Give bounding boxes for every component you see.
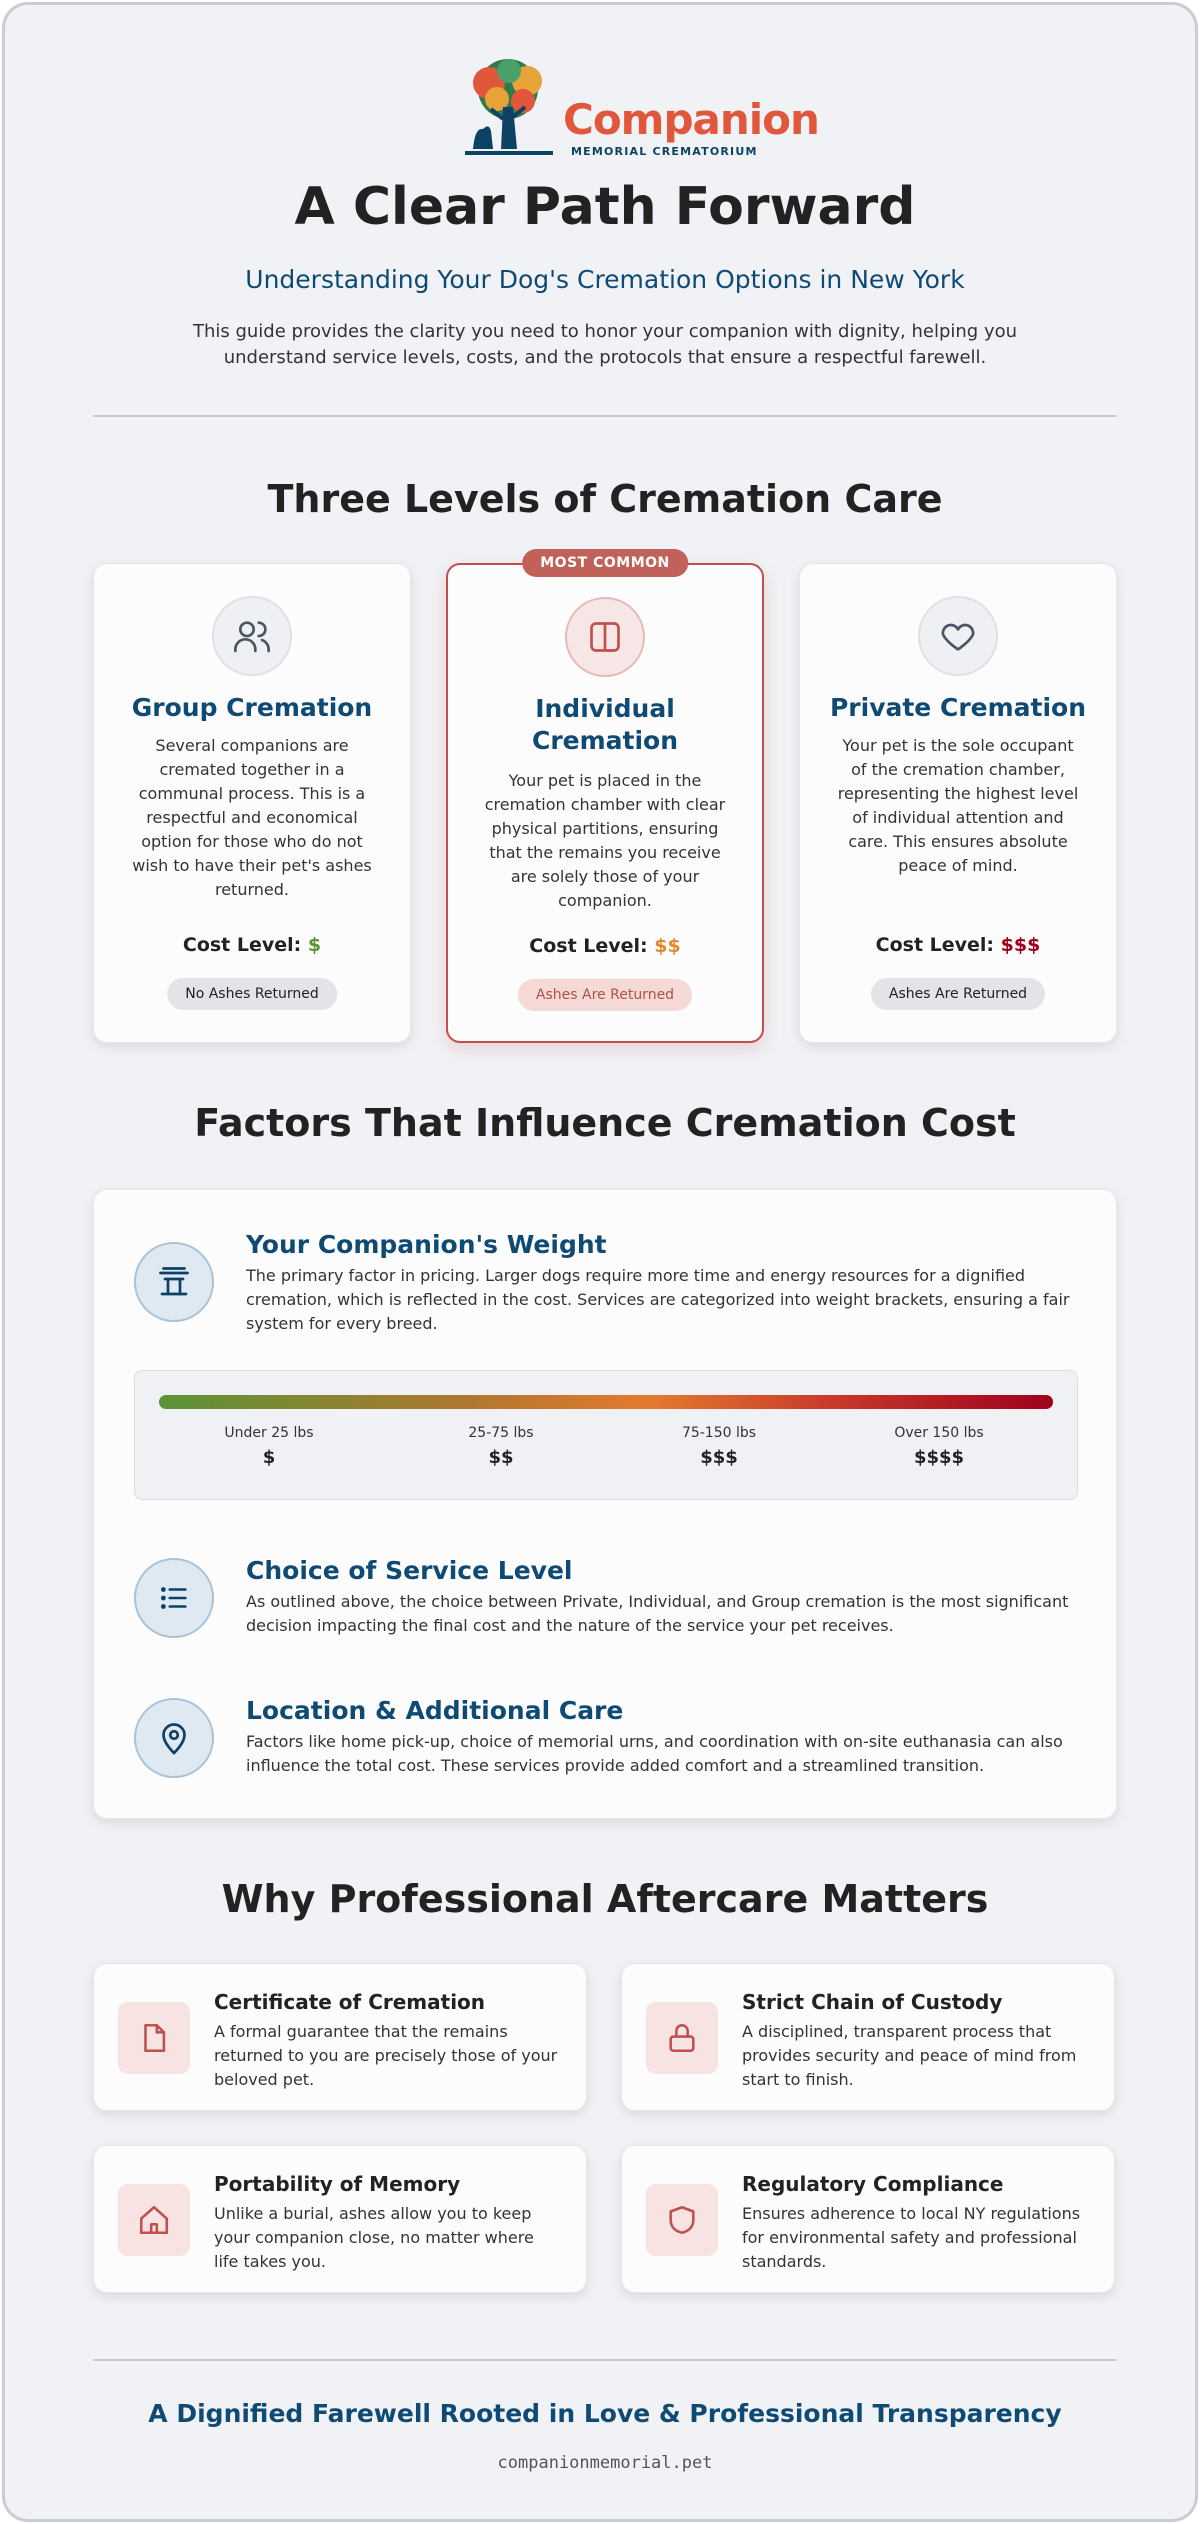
map-pin-icon xyxy=(134,1698,214,1778)
users-icon xyxy=(212,596,292,676)
tier-card-individual: MOST COMMON Individual Cremation Your pe… xyxy=(446,549,764,1043)
weight-gradient-bar xyxy=(159,1395,1053,1409)
factor-text: Factors like home pick-up, choice of mem… xyxy=(246,1732,1063,1775)
cost-level: Cost Level: $$ xyxy=(529,935,681,957)
home-icon xyxy=(118,2184,190,2256)
divider xyxy=(93,2359,1117,2361)
heart-icon xyxy=(918,596,998,676)
tier-name: Individual Cremation xyxy=(531,694,679,755)
factor-title: Your Companion's Weight xyxy=(246,1230,607,1259)
tier-card-private: Private Cremation Your pet is the sole o… xyxy=(799,563,1117,1043)
why-title: Strict Chain of Custody xyxy=(742,1990,1003,2014)
why-text: Unlike a burial, ashes allow you to keep… xyxy=(214,2204,534,2271)
why-text: A formal guarantee that the remains retu… xyxy=(214,2022,558,2089)
weight-bracket: 75-150 lbs $$$ xyxy=(681,1425,757,1468)
weight-bracket: 25-75 lbs $$ xyxy=(468,1425,534,1468)
weight-bracket: Over 150 lbs $$$$ xyxy=(894,1425,984,1468)
weight-scale: Under 25 lbs $ 25-75 lbs $$ 75-150 lbs $$$ … xyxy=(134,1370,1078,1500)
page-title: A Clear Path Forward xyxy=(294,177,916,237)
lock-icon xyxy=(646,2002,718,2074)
tree-logo-icon xyxy=(465,59,553,155)
scale-icon xyxy=(134,1242,214,1322)
footer-tagline: A Dignified Farewell Rooted in Love & Pr… xyxy=(148,2399,1062,2428)
ashes-status-badge: Ashes Are Returned xyxy=(870,978,1046,1010)
tier-name: Private Cremation xyxy=(829,693,1087,722)
why-heading: Why Professional Aftercare Matters xyxy=(221,1877,989,1921)
factors-heading: Factors That Influence Cremation Cost xyxy=(194,1101,1016,1145)
factor-text: The primary factor in pricing. Larger do… xyxy=(246,1266,1070,1333)
why-card-certificate: Certificate of Cremation A formal guaran… xyxy=(93,1963,587,2111)
why-title: Portability of Memory xyxy=(214,2172,461,2196)
tier-description: Your pet is the sole occupant of the cre… xyxy=(837,736,1079,875)
weight-bracket: Under 25 lbs $ xyxy=(224,1425,314,1468)
cost-value: $ xyxy=(307,934,322,956)
document-icon xyxy=(118,2002,190,2074)
why-text: Ensures adherence to local NY regulation… xyxy=(742,2204,1081,2271)
tier-description: Several companions are cremated together… xyxy=(132,736,372,899)
why-text: A disciplined, transparent process that … xyxy=(742,2022,1077,2089)
levels-heading: Three Levels of Cremation Care xyxy=(267,477,943,521)
partition-icon xyxy=(565,597,645,677)
factor-title: Location & Additional Care xyxy=(246,1696,624,1725)
why-card-compliance: Regulatory Compliance Ensures adherence … xyxy=(621,2145,1115,2293)
logo: Companion MEMORIAL CREMATORIUM xyxy=(453,57,820,161)
footer-url[interactable]: companionmemorial.pet xyxy=(497,2453,713,2473)
why-title: Regulatory Compliance xyxy=(742,2172,1004,2196)
tier-name: Group Cremation xyxy=(131,693,373,722)
list-icon xyxy=(134,1558,214,1638)
logo-subtitle: MEMORIAL CREMATORIUM xyxy=(571,145,758,158)
factor-title: Choice of Service Level xyxy=(246,1556,573,1585)
ashes-status-badge: No Ashes Returned xyxy=(167,978,337,1010)
ashes-status-badge: Ashes Are Returned xyxy=(517,979,693,1011)
page-subtitle: Understanding Your Dog's Cremation Optio… xyxy=(245,265,965,294)
cost-level: Cost Level: $ xyxy=(182,934,322,956)
why-card-portability: Portability of Memory Unlike a burial, a… xyxy=(93,2145,587,2293)
logo-wordmark: Companion xyxy=(563,95,820,144)
tier-card-group: Group Cremation Several companions are c… xyxy=(93,563,411,1043)
shield-icon xyxy=(646,2184,718,2256)
factor-text: As outlined above, the choice between Pr… xyxy=(246,1592,1069,1635)
cost-value: $$$ xyxy=(1000,934,1041,956)
cost-level: Cost Level: $$$ xyxy=(875,934,1041,956)
tier-description: Your pet is placed in the cremation cham… xyxy=(484,771,726,910)
why-title: Certificate of Cremation xyxy=(214,1990,486,2014)
divider xyxy=(93,415,1117,417)
cost-value: $$ xyxy=(654,935,681,957)
most-common-badge: MOST COMMON xyxy=(522,549,688,577)
intro-text: This guide provides the clarity you need… xyxy=(192,321,1018,368)
why-card-custody: Strict Chain of Custody A disciplined, t… xyxy=(621,1963,1115,2111)
factors-card: Your Companion's Weight The primary fact… xyxy=(93,1189,1117,1819)
